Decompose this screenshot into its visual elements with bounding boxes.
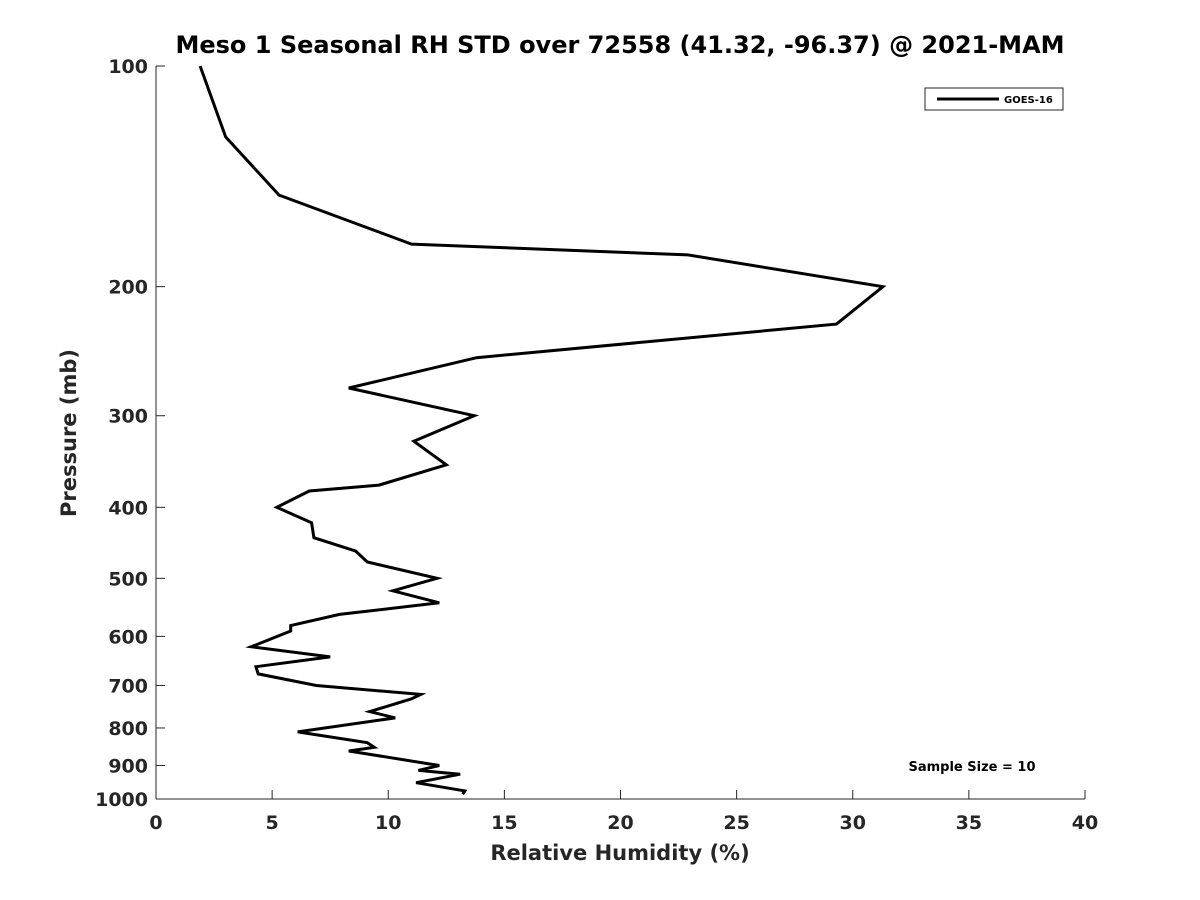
legend: GOES-16: [924, 87, 1064, 111]
x-axis-label: Relative Humidity (%): [490, 841, 749, 865]
y-tick-label: 500: [108, 568, 148, 590]
y-tick-label: 1000: [95, 789, 148, 811]
chart-title: Meso 1 Seasonal RH STD over 72558 (41.32…: [175, 31, 1064, 59]
y-axis-ticks: 100 200 300 400 500 600 700 800 900 1000: [95, 56, 165, 811]
plot-area: [155, 65, 1085, 800]
y-tick-label: 600: [108, 626, 148, 648]
y-axis-label: Pressure (mb): [57, 349, 81, 517]
x-tick-label: 40: [1072, 812, 1098, 834]
y-tick-label: 900: [108, 755, 148, 777]
series-line-goes-16: [198, 65, 887, 796]
x-tick-label: 15: [491, 812, 517, 834]
y-tick-label: 800: [108, 718, 148, 740]
y-tick-label: 400: [108, 497, 148, 519]
x-tick-label: 35: [956, 812, 982, 834]
y-tick-label: 300: [108, 406, 148, 428]
sample-size-annotation: Sample Size = 10: [908, 760, 1035, 775]
x-tick-label: 10: [375, 812, 401, 834]
x-tick-label: 5: [266, 812, 279, 834]
y-tick-label: 200: [108, 277, 148, 299]
y-tick-label: 700: [108, 675, 148, 697]
x-tick-label: 0: [149, 812, 162, 834]
x-axis-ticks: 0 5 10 15 20 25 30 35 40: [149, 790, 1098, 834]
y-tick-label: 100: [108, 56, 148, 78]
legend-label-goes-16: GOES-16: [1004, 95, 1053, 106]
x-tick-label: 20: [607, 812, 633, 834]
x-tick-label: 25: [723, 812, 749, 834]
x-tick-label: 30: [840, 812, 866, 834]
